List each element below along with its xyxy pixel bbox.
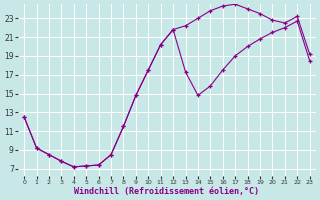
X-axis label: Windchill (Refroidissement éolien,°C): Windchill (Refroidissement éolien,°C) [74,187,260,196]
